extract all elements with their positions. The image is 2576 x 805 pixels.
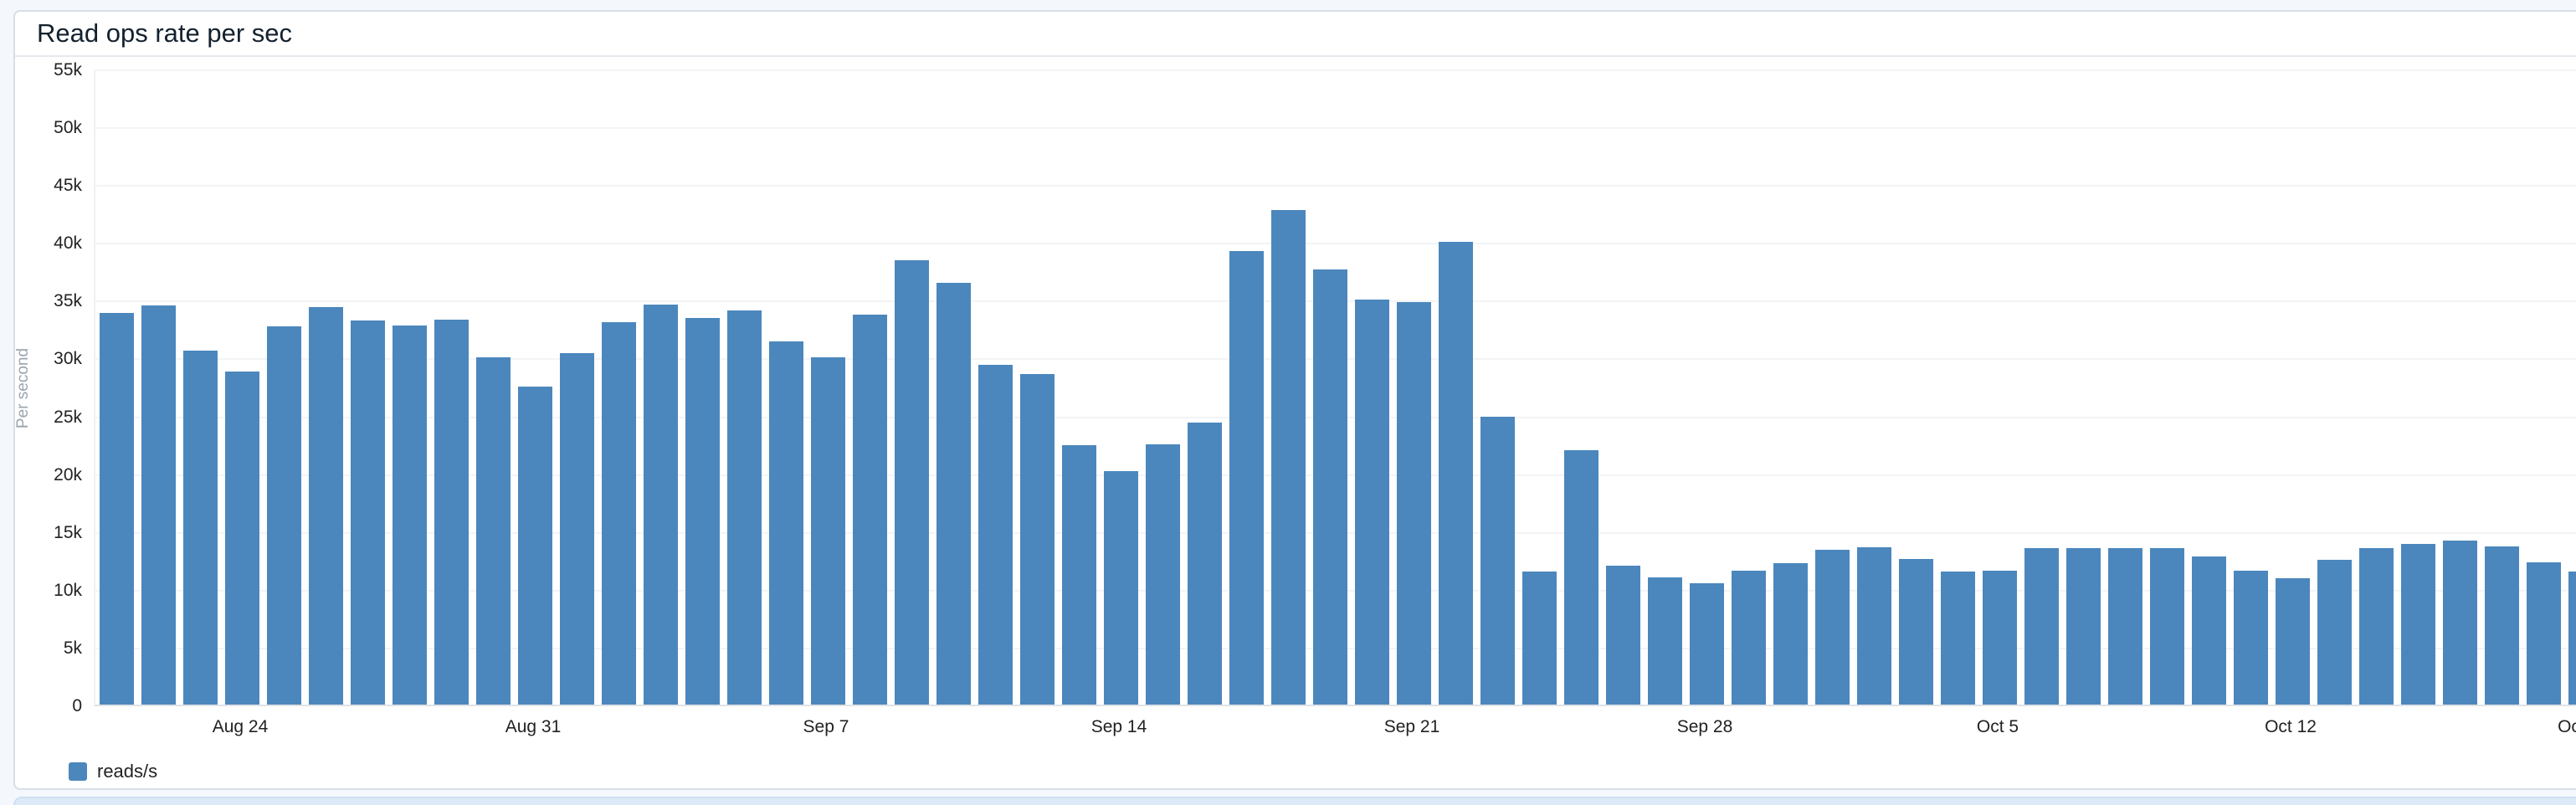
bar[interactable] xyxy=(936,283,971,705)
bar[interactable] xyxy=(602,322,636,705)
x-axis-tick-label: Sep 28 xyxy=(1677,716,1733,738)
bar[interactable] xyxy=(1480,417,1515,705)
bar[interactable] xyxy=(351,320,385,705)
x-axis-tick-label: Oct 19 xyxy=(2558,716,2576,738)
bar[interactable] xyxy=(2527,562,2561,705)
bar[interactable] xyxy=(2150,548,2184,705)
legend-label: reads/s xyxy=(97,761,157,782)
y-axis-tick-label: 35k xyxy=(15,291,82,311)
gridline xyxy=(95,185,2576,187)
bar[interactable] xyxy=(1439,242,1473,705)
bar[interactable] xyxy=(1690,583,1724,705)
y-axis-tick-label: 40k xyxy=(15,233,82,254)
bar[interactable] xyxy=(1941,572,1975,705)
bar[interactable] xyxy=(2276,578,2310,705)
bar[interactable] xyxy=(2359,548,2394,705)
bar[interactable] xyxy=(978,365,1013,705)
y-axis-tick-label: 55k xyxy=(15,60,82,80)
bar[interactable] xyxy=(434,320,469,705)
bar[interactable] xyxy=(1020,374,1055,705)
bar[interactable] xyxy=(1983,571,2017,705)
x-axis-tick-label: Oct 12 xyxy=(2265,716,2317,738)
bar[interactable] xyxy=(1815,550,1850,705)
bar[interactable] xyxy=(1146,444,1180,705)
panel-title: Read ops rate per sec xyxy=(37,18,292,49)
bar[interactable] xyxy=(811,357,845,705)
bar[interactable] xyxy=(2568,572,2576,705)
bar[interactable] xyxy=(141,305,176,705)
bar[interactable] xyxy=(309,307,343,705)
legend-swatch-icon xyxy=(69,762,87,781)
bar[interactable] xyxy=(1271,210,1306,705)
gridline xyxy=(95,127,2576,129)
bar[interactable] xyxy=(393,326,427,705)
y-axis-tick-label: 10k xyxy=(15,581,82,601)
bar[interactable] xyxy=(1188,423,1222,705)
bar[interactable] xyxy=(2024,548,2059,705)
bar[interactable] xyxy=(1648,577,1682,705)
bar[interactable] xyxy=(1229,251,1264,705)
y-axis-tick-label: 45k xyxy=(15,176,82,196)
bar[interactable] xyxy=(1355,300,1389,705)
y-axis-tick-label: 50k xyxy=(15,118,82,138)
y-axis-tick-label: 25k xyxy=(15,408,82,428)
bar[interactable] xyxy=(518,387,552,705)
y-axis-tick-label: 0 xyxy=(15,696,82,716)
bar[interactable] xyxy=(1857,547,1891,705)
bar[interactable] xyxy=(1522,572,1557,705)
bar[interactable] xyxy=(2401,544,2435,705)
bar[interactable] xyxy=(225,372,259,705)
bar[interactable] xyxy=(644,305,678,705)
gridline xyxy=(95,69,2576,71)
bar[interactable] xyxy=(2234,571,2268,705)
bar[interactable] xyxy=(1062,445,1096,705)
gridline xyxy=(95,243,2576,244)
bar[interactable] xyxy=(727,310,762,705)
bar[interactable] xyxy=(183,351,218,705)
bar[interactable] xyxy=(1773,563,1808,705)
legend-item-reads[interactable]: reads/s xyxy=(69,760,157,783)
next-panel-top-edge xyxy=(13,797,2576,805)
x-axis-tick-label: Sep 21 xyxy=(1384,716,1440,738)
x-axis-tick-label: Aug 24 xyxy=(213,716,269,738)
bar[interactable] xyxy=(2108,548,2142,705)
bar[interactable] xyxy=(895,260,929,705)
bar[interactable] xyxy=(267,326,301,705)
bar[interactable] xyxy=(2066,548,2101,705)
y-axis-tick-label: 5k xyxy=(15,638,82,659)
bar[interactable] xyxy=(2485,546,2519,705)
y-axis-tick-label: 20k xyxy=(15,465,82,485)
bar[interactable] xyxy=(2317,560,2352,705)
bar[interactable] xyxy=(2192,556,2226,705)
x-axis-tick-label: Sep 14 xyxy=(1091,716,1147,738)
x-axis-tick-label: Sep 7 xyxy=(803,716,849,738)
bar[interactable] xyxy=(560,353,594,705)
plot-area xyxy=(94,70,2576,706)
bar[interactable] xyxy=(476,357,511,705)
bar[interactable] xyxy=(1899,559,1933,705)
bar[interactable] xyxy=(1397,302,1431,705)
bar[interactable] xyxy=(685,318,720,705)
bar[interactable] xyxy=(2443,541,2477,705)
x-axis-tick-label: Oct 5 xyxy=(1977,716,2019,738)
panel-header: Read ops rate per sec xyxy=(15,12,2576,57)
x-axis-tick-label: Aug 31 xyxy=(505,716,562,738)
bar[interactable] xyxy=(769,341,803,705)
bar[interactable] xyxy=(853,315,887,705)
y-axis-tick-label: 30k xyxy=(15,349,82,369)
bar[interactable] xyxy=(1104,471,1138,705)
y-axis-tick-label: 15k xyxy=(15,523,82,543)
bar[interactable] xyxy=(1564,450,1598,705)
bar[interactable] xyxy=(1606,566,1640,705)
bar[interactable] xyxy=(1732,571,1766,705)
bar[interactable] xyxy=(100,313,134,705)
bar[interactable] xyxy=(1313,269,1347,705)
